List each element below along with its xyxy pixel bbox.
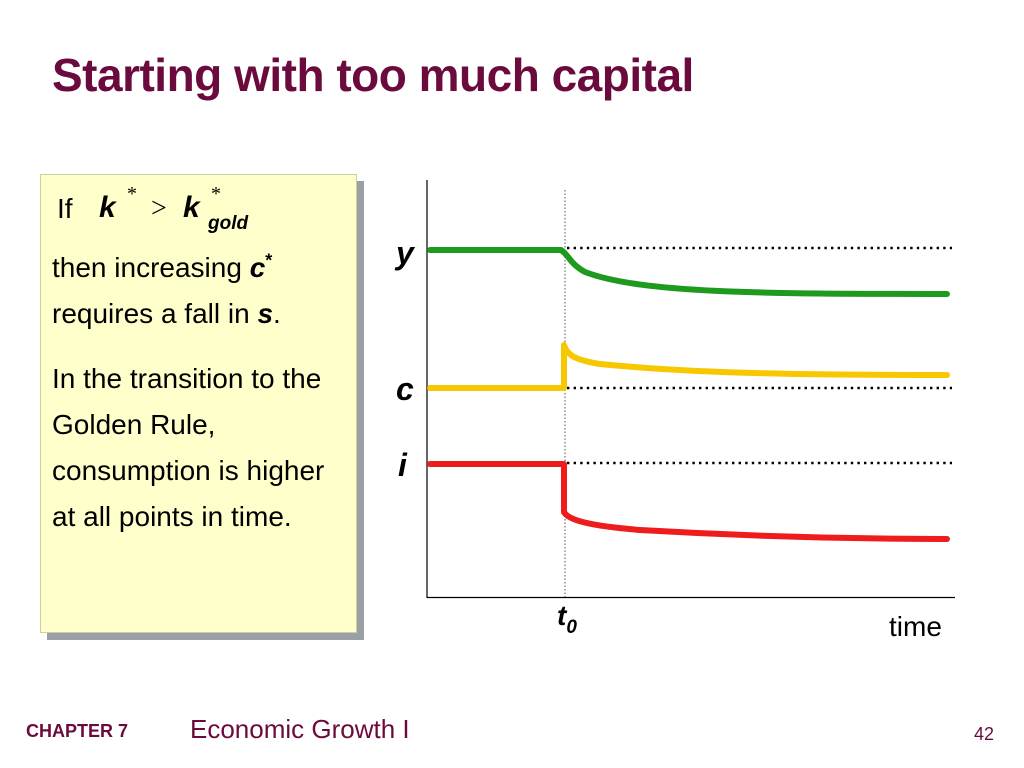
t0-label: t0 — [557, 600, 577, 638]
note-paragraph-1: then increasing c* requires a fall in s. — [52, 245, 352, 337]
note-p1-period: . — [273, 298, 281, 329]
c-symbol: c — [249, 252, 266, 283]
note-box: If k * > k * gold then increasing c* requ… — [40, 174, 357, 633]
y-label: y — [394, 235, 416, 271]
k-star-symbol: k — [99, 191, 116, 224]
t0-label-t: t — [557, 600, 568, 631]
t0-label-subscript: 0 — [566, 617, 577, 638]
c-label: c — [396, 371, 414, 407]
note-paragraph-2: In the transition to the Golden Rule, co… — [52, 363, 325, 532]
footer-topic: Economic Growth I — [190, 714, 410, 744]
greater-than-sign: > — [151, 193, 167, 224]
footer-chapter: CHAPTER 7 — [26, 721, 129, 741]
i-label: i — [398, 447, 408, 483]
note-p1-text2: requires a fall in — [52, 298, 258, 329]
y-curve — [427, 247, 950, 297]
gold-subscript: gold — [208, 213, 249, 234]
page-number: 42 — [974, 724, 995, 744]
c-curve — [427, 342, 950, 391]
c-star: * — [265, 250, 273, 271]
k-star-superscript: * — [127, 183, 137, 205]
k-gold-superscript: * — [211, 183, 221, 205]
i-curve — [427, 461, 950, 542]
note-p1-text1: then increasing — [52, 252, 250, 283]
slide-title: Starting with too much capital — [52, 49, 694, 101]
k-gold-symbol: k — [183, 191, 200, 224]
s-symbol: s — [257, 298, 274, 329]
if-word: If — [57, 193, 73, 224]
time-label: time — [889, 611, 942, 642]
